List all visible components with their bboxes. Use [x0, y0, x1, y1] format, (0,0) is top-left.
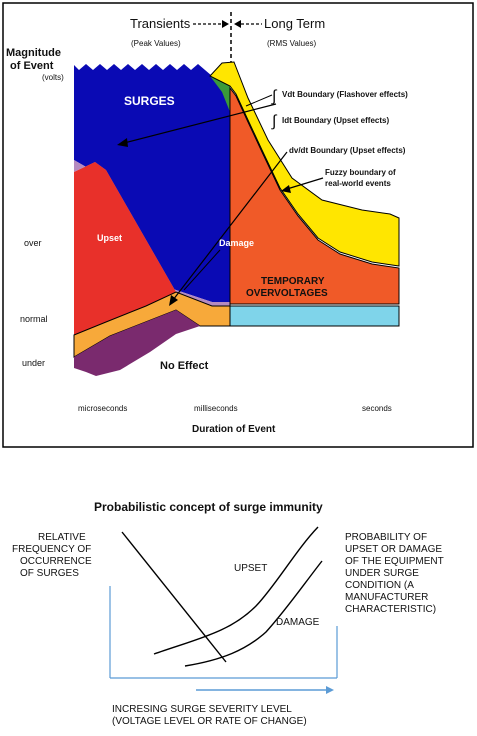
fuzzy-boundary-region: [209, 61, 400, 267]
arrow-left-head: [222, 20, 229, 28]
label-surges: SURGES: [124, 94, 175, 108]
xlabel-line2: (VOLTAGE LEVEL OR RATE OF CHANGE): [112, 716, 307, 727]
header-rms-values: (RMS Values): [267, 39, 317, 48]
header-transients: Transients: [130, 16, 191, 31]
annotation-fuzzy-line1: Fuzzy boundary of: [325, 168, 396, 177]
pointer-upset-damage: [183, 249, 221, 291]
header-peak-values: (Peak Values): [131, 39, 181, 48]
label-damage-curve: DAMAGE: [276, 617, 320, 628]
no-effect-region: [74, 310, 200, 376]
annotation-dvdt: dv/dt Boundary (Upset effects): [289, 146, 406, 155]
normal-band-right: [229, 305, 400, 327]
pointer-dvdt-head: [169, 295, 178, 306]
xlabel-line1: INCRESING SURGE SEVERITY LEVEL: [112, 704, 292, 715]
right-label-line3: OF THE EQUIPMENT: [345, 556, 444, 567]
xtick-milliseconds: milliseconds: [194, 404, 238, 413]
label-temporary: TEMPORARY: [261, 276, 325, 287]
ytick-normal: normal: [20, 314, 48, 324]
ytick-under: under: [22, 358, 45, 368]
annotation-vdt: Vdt Boundary (Flashover effects): [282, 90, 408, 99]
xlabel-duration: Duration of Event: [192, 424, 276, 435]
pointer-idt-head: [117, 138, 128, 147]
label-upset-curve: UPSET: [234, 563, 267, 574]
right-label-line2: UPSET OR DAMAGE: [345, 544, 442, 555]
duration-magnitude-diagram: Transients Long Term (Peak Values) (RMS …: [2, 2, 474, 448]
damage-curve: [184, 560, 323, 667]
integral-sign-idt: ∫: [271, 113, 278, 130]
left-label-line2: FREQUENCY OF: [12, 544, 91, 555]
upset-region: [74, 162, 176, 335]
surge-immunity-diagram: Probabilistic concept of surge immunity …: [12, 500, 444, 727]
right-label-line1: PROBABILITY OF: [345, 532, 427, 543]
ylabel-line1: Magnitude: [6, 47, 61, 59]
bottom-title: Probabilistic concept of surge immunity: [94, 500, 323, 514]
right-label-line4: UNDER SURGE: [345, 568, 419, 579]
label-upset: Upset: [97, 233, 122, 243]
frequency-curve: [121, 531, 227, 663]
header-long-term: Long Term: [264, 16, 325, 31]
annotation-idt: Idt Boundary (Upset effects): [282, 116, 389, 125]
integral-sign-vdt: ∫: [271, 88, 278, 105]
diagram-frame: [2, 2, 474, 448]
annotation-fuzzy-line2: real-world events: [325, 179, 391, 188]
pointer-idt: [123, 103, 277, 144]
label-overvoltages: OVERVOLTAGES: [246, 288, 328, 299]
right-label-line5: CONDITION (A: [345, 580, 414, 591]
ylabel-unit: (volts): [42, 73, 64, 82]
upset-curve: [153, 526, 319, 655]
pointer-fuzzy: [286, 177, 324, 190]
ylabel-line2: of Event: [10, 60, 54, 72]
severity-arrow-head: [326, 686, 334, 694]
pointer-fuzzy-head: [281, 185, 291, 193]
right-label-line7: CHARACTERISTIC): [345, 604, 436, 615]
pointer-vdt: [245, 94, 273, 107]
left-label-line3: OCCURRENCE: [20, 556, 92, 567]
left-label-line4: OF SURGES: [20, 568, 79, 579]
right-label-line6: MANUFACTURER: [345, 592, 428, 603]
xtick-seconds: seconds: [362, 404, 392, 413]
left-label-line1: RELATIVE: [38, 532, 86, 543]
temporary-overvoltages-region: [229, 86, 400, 305]
arrow-right-head: [234, 20, 241, 28]
xtick-microseconds: microseconds: [78, 404, 127, 413]
label-no-effect: No Effect: [160, 360, 209, 372]
surges-region: [74, 64, 230, 302]
pointer-dvdt: [172, 151, 288, 301]
label-damage: Damage: [219, 238, 254, 248]
ytick-over: over: [24, 238, 42, 248]
